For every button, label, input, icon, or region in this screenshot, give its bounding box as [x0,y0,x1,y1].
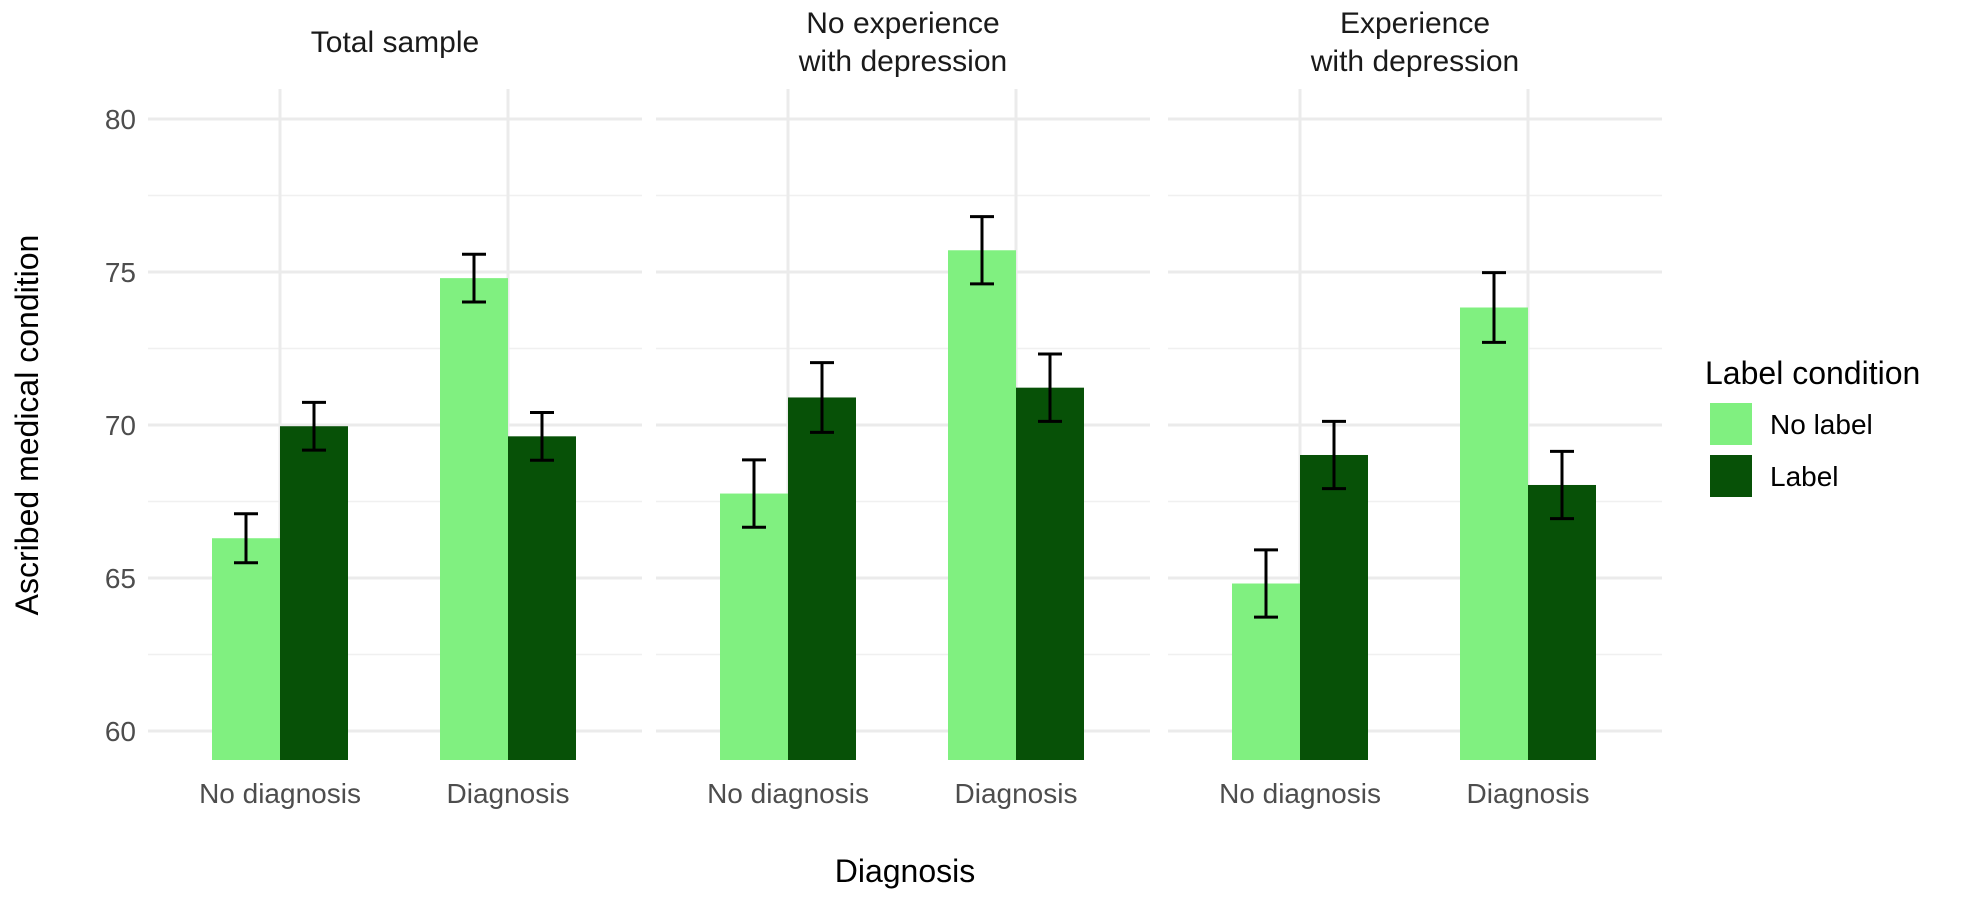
facet-panel-1: Total sample No diagnosis Diagnosis [148,26,642,809]
bar-label [280,426,348,760]
facet-panel-3: Experience with depression No diagnosis Dia… [1168,7,1662,809]
y-tick-label: 80 [105,104,136,135]
x-tick-label: No diagnosis [199,778,361,809]
legend-key-label [1710,455,1752,497]
bar-label [508,436,576,760]
x-tick-label: No diagnosis [1219,778,1381,809]
bar-no-label [948,250,1016,761]
legend-label-label: Label [1770,461,1839,492]
x-axis-title: Diagnosis [835,853,976,889]
bar-label [1528,484,1596,760]
bar-label [1300,454,1368,760]
facet-title: with depression [1310,45,1519,78]
bar-label [1016,387,1084,760]
x-tick-label: No diagnosis [707,778,869,809]
x-tick-label: Diagnosis [1467,778,1590,809]
x-tick-label: Diagnosis [955,778,1078,809]
bar-no-label [212,538,280,760]
facet-title: Experience [1340,7,1490,40]
bar-label [788,397,856,760]
bar-no-label [440,278,508,760]
legend-label-no-label: No label [1770,409,1873,440]
facet-title: Total sample [311,26,479,59]
y-tick-label: 70 [105,410,136,441]
facet-title: with depression [798,45,1007,78]
bar-no-label [720,493,788,760]
y-tick-label: 60 [105,716,136,747]
y-axis-title: Ascribed medical condition [9,235,45,616]
y-tick-label: 75 [105,257,136,288]
legend-title: Label condition [1705,355,1920,391]
bar-no-label [1460,307,1528,760]
x-tick-label: Diagnosis [447,778,570,809]
legend-key-no-label [1710,403,1752,445]
y-tick-label: 65 [105,563,136,594]
facet-title: No experience [806,7,999,40]
facet-panel-2: No experience with depression No diagnosis… [656,7,1150,809]
